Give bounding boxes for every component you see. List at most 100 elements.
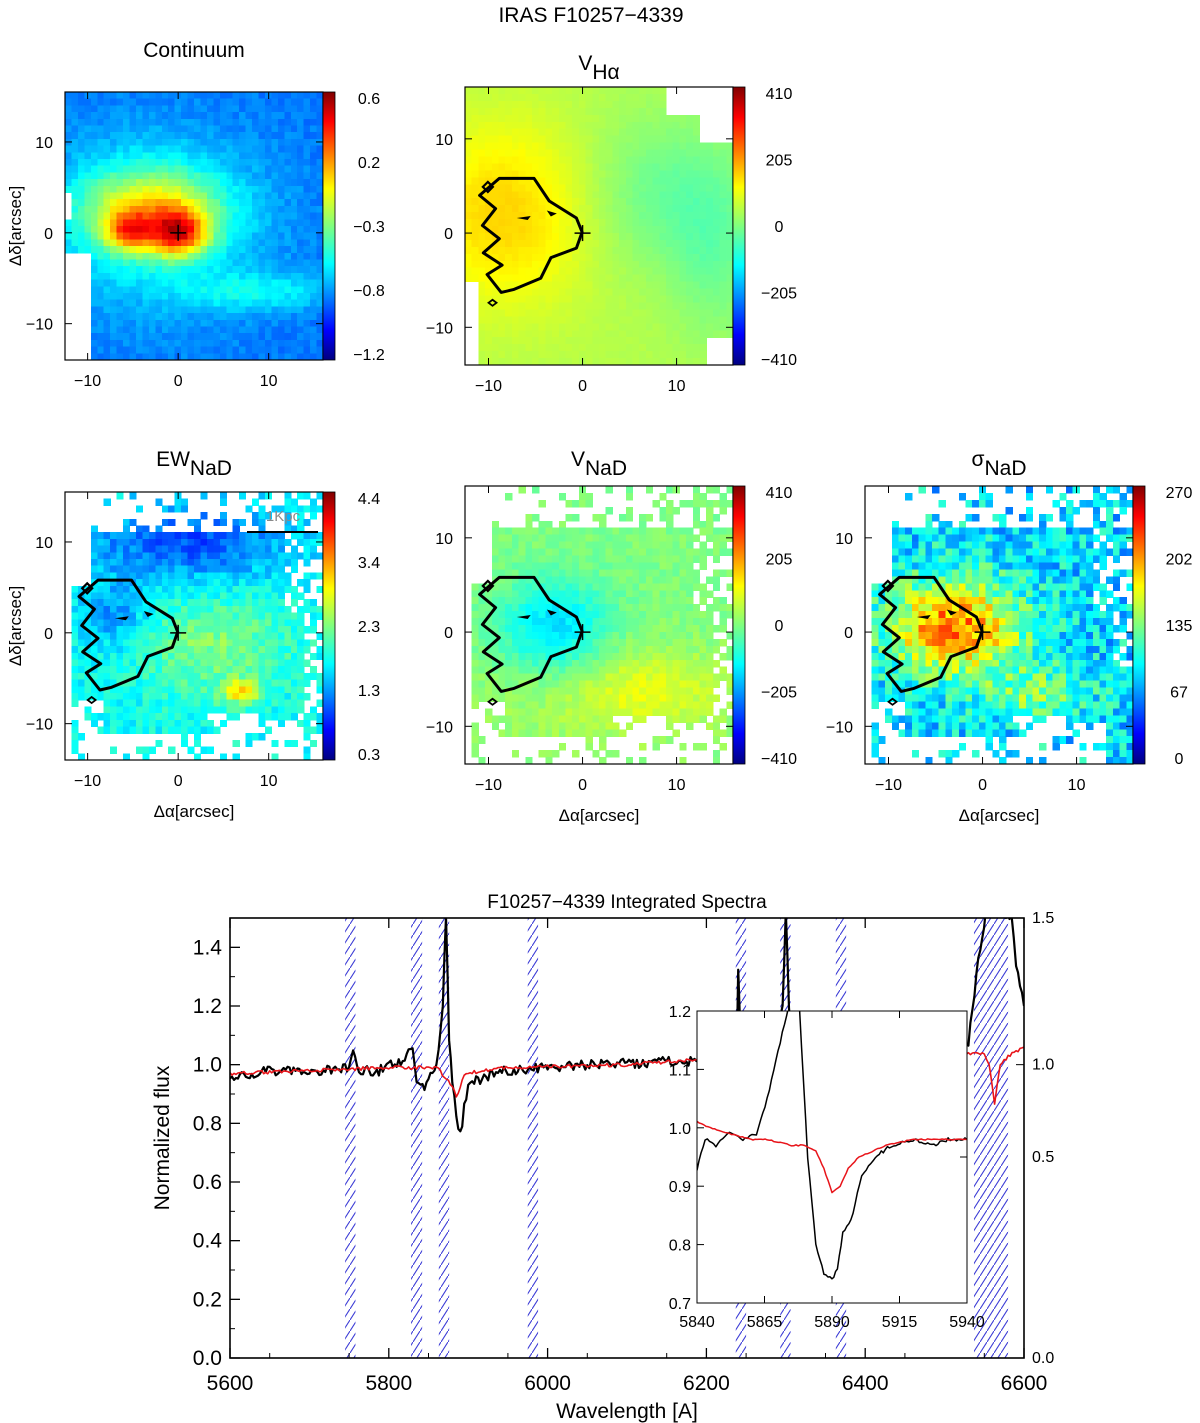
spaxel [565,527,573,536]
spaxel [142,326,150,334]
spaxel [599,687,607,696]
spaxel [161,713,169,721]
spaxel [123,672,131,681]
spaxel [277,579,285,587]
spaxel [491,274,500,283]
spaxel [585,87,593,95]
spaxel [666,246,674,255]
spaxel [161,98,169,106]
spaxel [505,295,513,304]
spaxel [712,246,721,255]
spaxel [612,205,620,213]
spaxel [226,98,234,106]
spaxel [290,565,298,573]
spaxel [277,105,285,113]
spaxel [578,576,587,584]
spaxel [258,98,266,106]
spaxel [65,246,73,254]
spaxel [619,687,627,696]
spaxel [155,552,163,560]
spaxel [518,486,526,494]
spaxel [558,281,567,290]
spaxel [511,722,520,730]
spaxel [558,149,567,158]
spaxel [219,145,227,153]
spaxel [511,121,520,130]
spaxel [116,652,124,661]
spaxel [297,612,305,620]
spaxel [545,757,553,765]
spaxel [181,626,189,634]
spaxel [239,266,247,274]
spaxel [552,527,560,536]
spaxel [123,132,131,140]
spaxel [578,638,587,647]
spaxel [129,118,137,127]
spaxel [565,569,573,577]
spaxel [129,713,137,721]
spaxel [194,226,202,234]
spaxel [538,226,546,234]
spaxel [200,652,208,661]
spaxel [585,295,593,304]
spaxel [97,592,105,600]
spaxel [599,267,607,276]
spaxel [239,279,247,287]
spaxel [692,288,701,297]
spaxel [552,107,560,116]
spaxel [84,98,92,106]
spaxel [97,259,105,267]
spaxel [585,344,593,352]
spaxel [181,252,189,261]
spaxel [90,125,98,133]
spaxel [123,518,131,527]
spaxel [264,585,272,594]
spaxel [565,715,573,723]
spaxel [284,538,292,547]
spaxel [258,185,266,194]
spaxel [226,713,234,721]
spaxel [303,299,311,307]
spaxel [498,226,506,234]
spaxel [592,701,600,709]
spaxel [290,333,298,341]
spaxel [200,579,208,587]
spaxel [116,545,124,553]
spaxel [572,226,580,234]
spaxel [505,288,513,297]
spaxel [284,239,292,247]
spaxel [226,179,234,187]
spaxel [585,645,593,654]
spaxel [558,337,567,345]
spaxel [532,170,540,178]
spaxel [271,266,279,274]
spaxel [174,266,182,274]
spaxel [90,272,98,281]
spaxel [692,316,701,324]
spaxel [90,559,98,567]
spaxel [103,306,111,314]
spaxel [129,686,137,694]
spaxel [485,100,493,109]
spaxel [264,286,272,294]
spaxel [71,246,79,254]
spaxel [310,713,318,721]
spaxel [565,604,573,612]
spaxel [187,172,195,180]
spaxel [585,281,593,290]
spaxel [264,112,272,120]
spaxel [174,299,182,307]
spaxel [168,319,176,328]
spaxel [277,565,285,573]
spaxel [135,646,143,654]
spaxel [679,156,687,165]
spaxel [491,219,500,227]
spaxel [181,246,189,254]
spaxel [297,239,305,247]
spaxel [187,559,195,567]
spaxel [558,680,567,689]
spaxel [271,599,279,607]
colorbar [323,92,335,360]
spaxel [226,672,234,681]
spaxel [116,112,124,120]
